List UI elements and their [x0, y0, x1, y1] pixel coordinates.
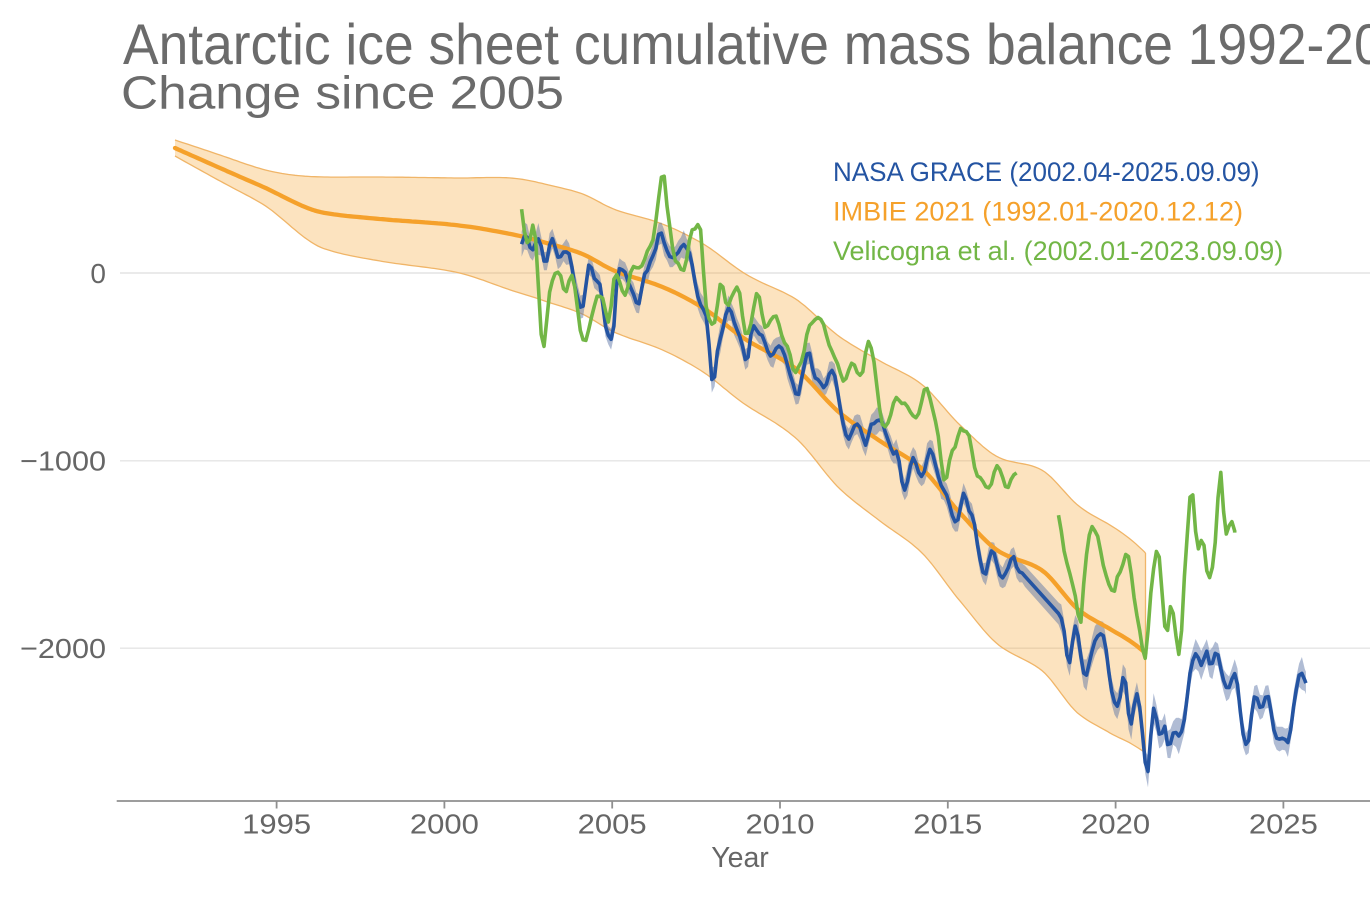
svg-text:Change since 2005: Change since 2005: [121, 67, 564, 119]
svg-text:−2000: −2000: [20, 633, 106, 664]
svg-text:Antarctic ice sheet cumulative: Antarctic ice sheet cumulative mass bala…: [123, 13, 1370, 77]
svg-text:Velicogna et al. (2002.01-2023: Velicogna et al. (2002.01-2023.09.09): [833, 236, 1283, 266]
svg-text:2015: 2015: [913, 808, 982, 839]
svg-text:0: 0: [90, 258, 106, 289]
svg-text:2005: 2005: [578, 808, 647, 839]
svg-text:Year: Year: [711, 842, 769, 874]
svg-text:2010: 2010: [746, 808, 815, 839]
svg-text:2020: 2020: [1081, 808, 1150, 839]
svg-text:1995: 1995: [242, 808, 311, 839]
svg-text:IMBIE 2021 (1992.01-2020.12.12: IMBIE 2021 (1992.01-2020.12.12): [833, 197, 1243, 227]
svg-text:−1000: −1000: [20, 446, 106, 477]
svg-text:2000: 2000: [410, 808, 479, 839]
svg-text:2025: 2025: [1249, 808, 1318, 839]
svg-text:NASA GRACE (2002.04-2025.09.09: NASA GRACE (2002.04-2025.09.09): [833, 157, 1260, 187]
